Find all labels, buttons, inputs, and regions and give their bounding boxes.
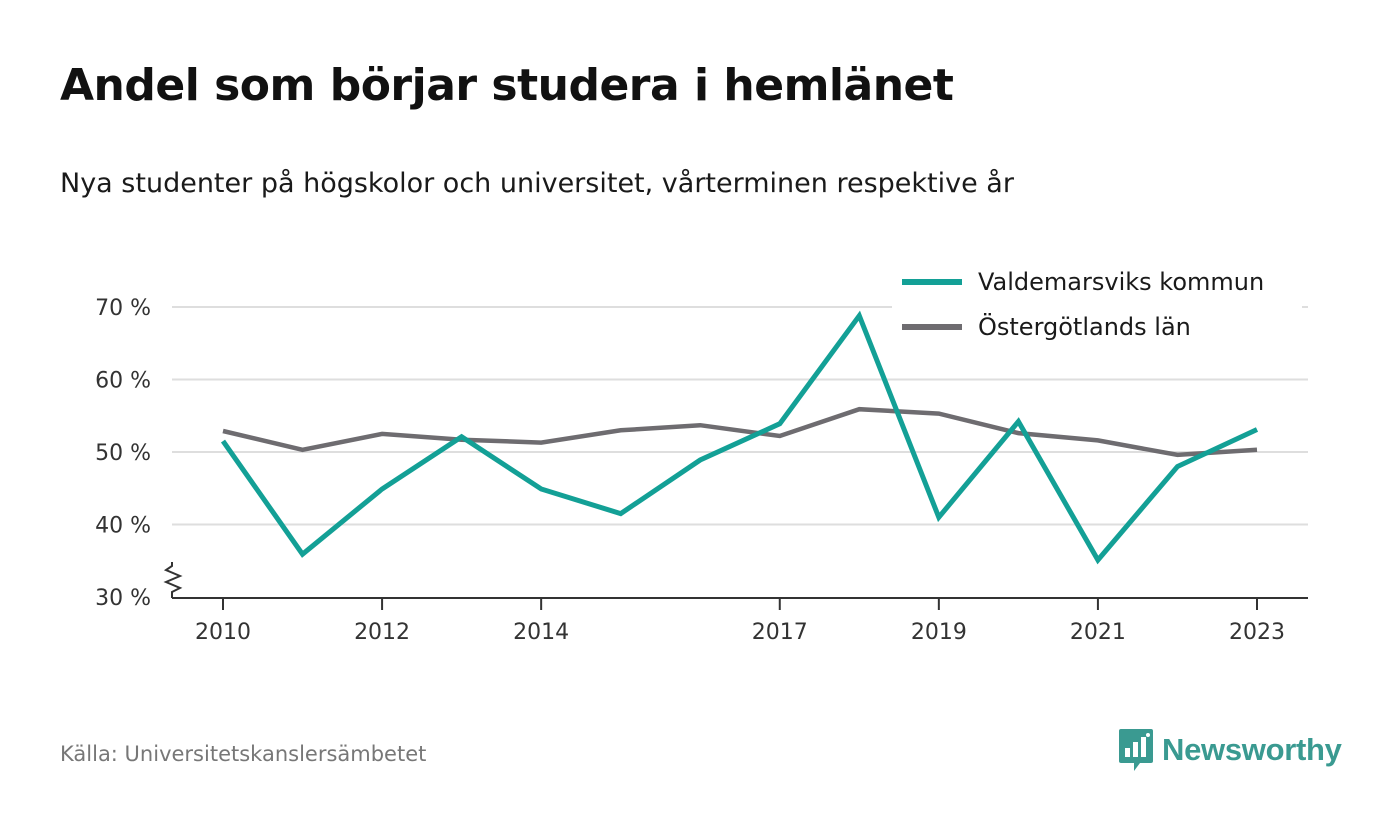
brand-name: Newsworthy (1162, 732, 1342, 767)
y-tick-label-30: 30 % (95, 586, 151, 611)
x-tick-label-2023: 2023 (1229, 620, 1285, 645)
y-tick-label-60: 60 % (95, 369, 151, 394)
legend-label-ostergotland: Östergötlands län (978, 312, 1191, 341)
y-axis-ticks: 30 % 40 % 50 % 60 % 70 % (95, 296, 151, 611)
series-line-valdemarsvik (220, 310, 1259, 565)
chart-subtitle: Nya studenter på högskolor och universit… (60, 168, 1014, 199)
legend-label-valdemarsvik: Valdemarsviks kommun (978, 268, 1264, 296)
x-tick-label-2019: 2019 (911, 620, 967, 645)
chart-title: Andel som börjar studera i hemlänet (60, 60, 954, 111)
y-tick-label-50: 50 % (95, 441, 151, 466)
x-tick-label-2012: 2012 (354, 620, 410, 645)
bar-chart-speech-bubble-icon (1119, 729, 1153, 771)
x-tick-label-2010: 2010 (195, 620, 251, 645)
y-axis-break-icon (163, 562, 183, 598)
brand-logo: Newsworthy (1118, 728, 1342, 772)
series-lines (220, 310, 1259, 565)
x-axis-ticks: 2010 2012 2014 2017 2019 2021 2023 (195, 598, 1285, 645)
legend: Valdemarsviks kommun Östergötlands län (892, 262, 1302, 358)
x-tick-label-2017: 2017 (752, 620, 808, 645)
source-note: Källa: Universitetskanslersämbetet (60, 742, 427, 766)
y-tick-label-70: 70 % (95, 296, 151, 321)
legend-background (892, 262, 1302, 358)
x-tick-label-2014: 2014 (513, 620, 569, 645)
series-line-ostergotland (222, 406, 1258, 458)
y-tick-label-40: 40 % (95, 514, 151, 539)
x-tick-label-2021: 2021 (1070, 620, 1126, 645)
